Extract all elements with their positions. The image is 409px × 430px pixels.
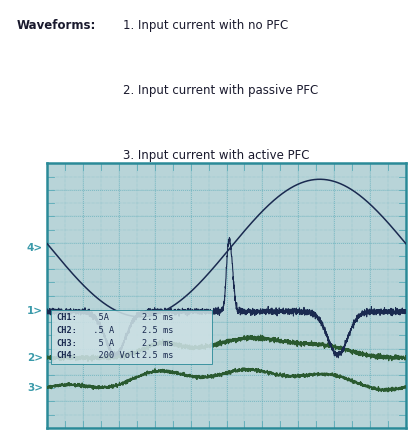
Bar xyxy=(51,310,212,364)
Text: 4>: 4> xyxy=(27,243,43,253)
Text: 4. Input voltage: 4. Input voltage xyxy=(123,214,216,227)
Text: 3>: 3> xyxy=(27,383,43,393)
Text: 2.5 ms: 2.5 ms xyxy=(142,313,173,322)
Text: 2.5 ms: 2.5 ms xyxy=(142,326,173,335)
Text: Waveforms:: Waveforms: xyxy=(16,19,96,32)
Text: .5 A: .5 A xyxy=(88,326,115,335)
Text: 2.5 ms: 2.5 ms xyxy=(142,339,173,348)
Text: 3. Input current with active PFC: 3. Input current with active PFC xyxy=(123,149,309,162)
Text: 2.5 ms: 2.5 ms xyxy=(142,351,173,360)
Text: 2>: 2> xyxy=(27,353,43,363)
Text: 1. Input current with no PFC: 1. Input current with no PFC xyxy=(123,19,288,32)
Text: 1>: 1> xyxy=(27,307,43,316)
Text: 5 A: 5 A xyxy=(88,339,115,348)
Text: 200 Volt: 200 Volt xyxy=(88,351,141,360)
Text: CH3:: CH3: xyxy=(56,339,77,348)
Text: CH4:: CH4: xyxy=(56,351,77,360)
Text: CH1:: CH1: xyxy=(56,313,77,322)
Text: 2. Input current with passive PFC: 2. Input current with passive PFC xyxy=(123,84,317,97)
Text: 5A: 5A xyxy=(88,313,109,322)
Text: CH2:: CH2: xyxy=(56,326,77,335)
